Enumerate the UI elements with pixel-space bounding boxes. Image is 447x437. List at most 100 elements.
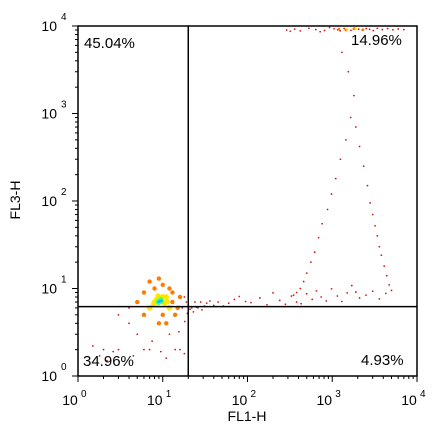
scatter-point-upper-right-events-1	[289, 30, 292, 33]
y-tick-label-exp-2: 2	[61, 187, 67, 198]
scatter-point-upper-right-hot-1	[354, 27, 358, 31]
scatter-point-upper-right-events-6	[319, 30, 322, 33]
scatter-point-peak-density-9	[150, 301, 157, 308]
scatter-point-upper-right-events-34	[330, 193, 333, 195]
scatter-point-core-density-17	[141, 290, 147, 295]
scatter-point-upper-right-events-28	[347, 70, 350, 73]
scatter-point-core-density-18	[167, 286, 172, 291]
scatter-point-upper-right-events-48	[366, 184, 369, 187]
scatter-point-main-population-65	[238, 295, 241, 298]
scatter-point-main-population-37	[174, 348, 177, 351]
scatter-point-main-population-45	[132, 354, 135, 357]
scatter-point-upper-right-events-44	[292, 294, 295, 297]
y-tick-label-base-1: 10	[41, 281, 57, 297]
scatter-point-upper-right-events-52	[376, 234, 379, 237]
x-tick-label-base-2: 10	[232, 392, 248, 408]
scatter-point-main-population-78	[315, 289, 318, 292]
scatter-point-core-density-12	[160, 282, 165, 288]
scatter-point-main-population-86	[354, 291, 357, 293]
scatter-point-main-population-89	[371, 290, 374, 293]
scatter-point-main-population-59	[209, 300, 211, 302]
upper-left-quadrant-label: 45.04%	[84, 35, 135, 52]
x-tick-label-base-4: 10	[401, 392, 417, 408]
scatter-point-upper-right-events-37	[317, 236, 320, 239]
scatter-point-main-population-90	[378, 298, 381, 300]
scatter-point-main-population-80	[325, 300, 328, 302]
scatter-point-main-population-56	[201, 308, 203, 311]
y-axis-title: FL3-H	[7, 181, 23, 220]
scatter-point-upper-right-events-16	[357, 28, 360, 31]
x-tick-label-exp-1: 1	[166, 389, 172, 400]
scatter-point-upper-right-hot-0	[345, 28, 349, 31]
scatter-point-main-population-53	[189, 308, 191, 311]
scatter-point-upper-right-events-22	[381, 28, 384, 31]
lower-right-quadrant-label: 4.93%	[361, 352, 404, 369]
scatter-point-upper-right-events-5	[314, 28, 317, 31]
scatter-point-main-population-69	[266, 303, 268, 306]
scatter-point-core-density-8	[156, 321, 162, 326]
scatter-point-core-density-6	[141, 312, 147, 318]
scatter-point-main-population-30	[197, 307, 199, 309]
scatter-point-main-population-50	[177, 330, 180, 333]
scatter-point-upper-right-events-47	[362, 165, 365, 168]
scatter-point-upper-right-bright-2	[352, 27, 356, 31]
y-tick-label-exp-3: 3	[61, 100, 67, 111]
scatter-point-main-population-38	[179, 348, 181, 351]
scatter-point-main-population-46	[183, 352, 186, 355]
scatter-point-main-population-25	[117, 313, 120, 316]
scatter-point-upper-right-events-18	[365, 27, 368, 30]
y-tick-label-base-0: 10	[41, 368, 57, 384]
scatter-point-core-density-11	[135, 299, 140, 305]
scatter-point-upper-right-events-51	[374, 224, 376, 227]
scatter-point-core-density-13	[164, 321, 169, 326]
scatter-point-main-population-54	[192, 311, 195, 313]
scatter-point-upper-right-events-57	[388, 283, 391, 286]
scatter-point-main-population-34	[143, 348, 145, 351]
scatter-point-main-population-33	[136, 333, 139, 336]
scatter-point-core-density-15	[177, 294, 183, 300]
scatter-point-upper-right-events-19	[368, 28, 371, 31]
x-tick-label-base-3: 10	[316, 392, 332, 408]
scatter-point-main-population-61	[217, 301, 220, 303]
upper-right-quadrant-label: 14.96%	[351, 32, 402, 49]
scatter-point-upper-right-events-54	[380, 254, 383, 257]
scatter-point-upper-right-events-50	[371, 213, 374, 216]
x-tick-label-exp-2: 2	[251, 389, 257, 400]
scatter-point-main-population-88	[365, 294, 367, 297]
scatter-point-upper-right-events-32	[339, 158, 342, 161]
scatter-point-upper-right-events-8	[328, 26, 331, 29]
scatter-point-main-population-70	[272, 292, 274, 294]
y-tick-label-base-3: 10	[41, 106, 57, 122]
scatter-point-upper-right-events-26	[402, 28, 405, 31]
scatter-point-upper-right-events-23	[386, 27, 389, 30]
x-tick-label-base-1: 10	[147, 392, 163, 408]
scatter-point-upper-right-events-12	[343, 27, 345, 30]
scatter-point-main-population-29	[194, 301, 196, 303]
scatter-point-main-population-73	[290, 295, 293, 297]
scatter-point-upper-right-events-7	[323, 29, 326, 32]
scatter-point-main-population-77	[311, 298, 314, 301]
scatter-point-upper-right-events-9	[333, 27, 335, 30]
scatter-point-main-population-84	[346, 292, 349, 294]
scatter-point-core-density-20	[156, 276, 162, 281]
scatter-point-main-population-85	[350, 284, 353, 287]
scatter-point-main-population-79	[320, 296, 323, 298]
scatter-point-upper-right-events-25	[397, 28, 400, 30]
scatter-point-upper-right-events-2	[293, 28, 296, 31]
scatter-point-main-population-36	[168, 333, 171, 336]
scatter-point-main-population-72	[284, 303, 287, 306]
scatter-point-core-density-7	[170, 299, 175, 305]
scatter-point-upper-right-events-56	[385, 274, 388, 277]
scatter-point-upper-right-events-24	[392, 28, 394, 31]
scatter-point-upper-right-events-30	[349, 116, 352, 119]
scatter-point-upper-right-bright-0	[337, 27, 341, 31]
scatter-point-upper-right-events-3	[299, 29, 302, 32]
scatter-point-peak-density-4	[163, 294, 170, 300]
scatter-point-main-population-31	[199, 301, 202, 303]
scatter-point-main-population-44	[112, 350, 115, 353]
scatter-point-upper-right-events-20	[372, 29, 375, 32]
scatter-point-upper-right-events-45	[354, 126, 357, 128]
